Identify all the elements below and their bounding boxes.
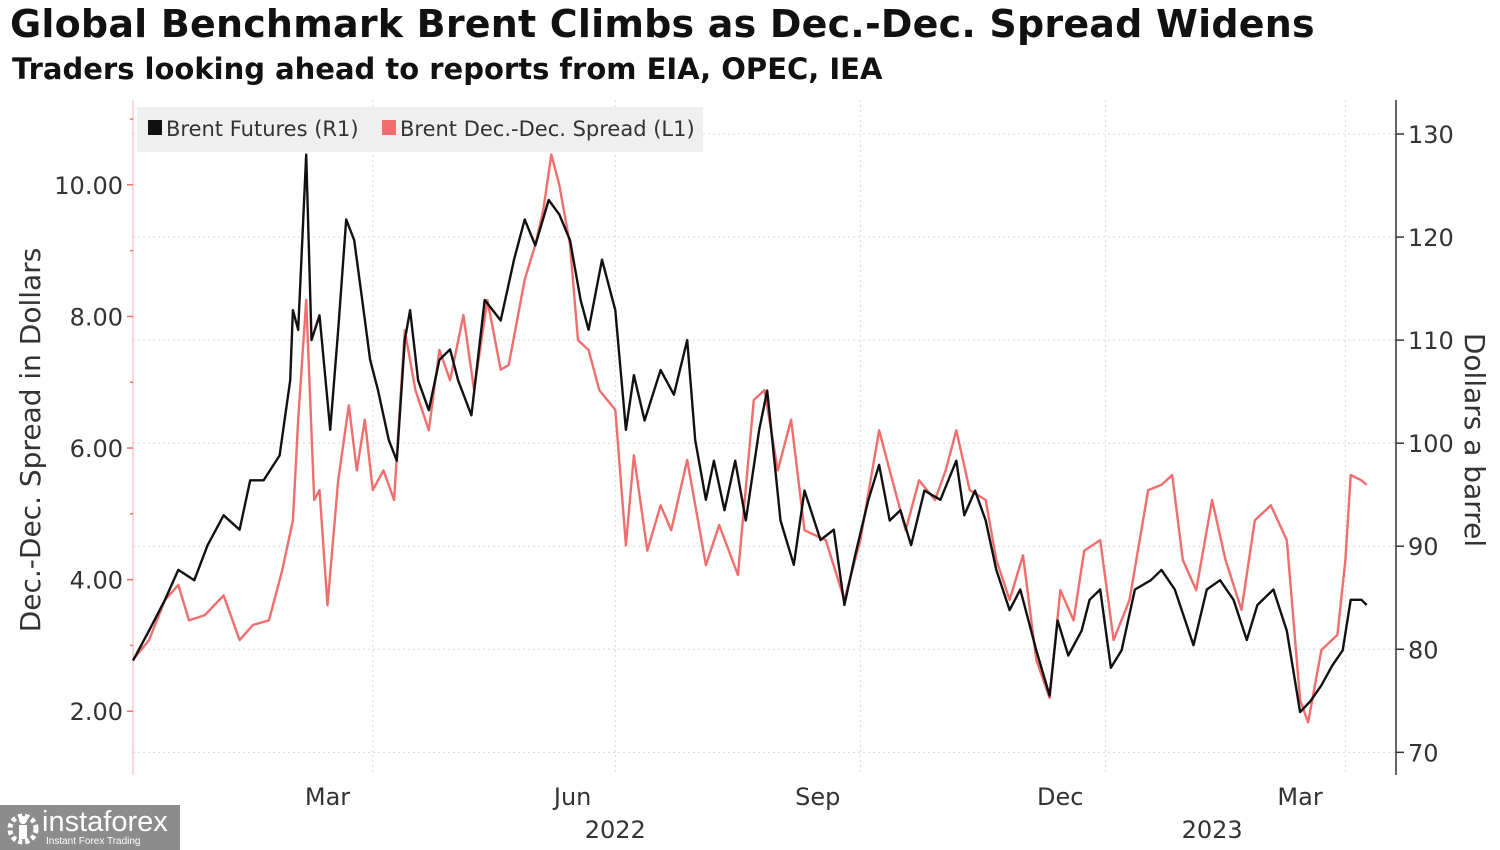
left-axis-tick-label: 6.00 — [70, 435, 123, 463]
left-axis-title: Dec.-Dec. Spread in Dollars — [14, 248, 47, 633]
left-axis-tick-label: 10.00 — [54, 172, 123, 200]
x-axis-tick-label: Jun — [552, 783, 592, 811]
watermark-tagline: Instant Forex Trading — [46, 836, 141, 847]
right-axis-tick-label: 100 — [1408, 430, 1454, 458]
x-axis-tick-label: Dec — [1037, 783, 1083, 811]
right-axis-tick-label: 120 — [1408, 224, 1454, 252]
gridlines — [133, 100, 1396, 775]
right-axis-tick-label: 110 — [1408, 327, 1454, 355]
legend-swatch-brent-futures — [148, 120, 162, 135]
left-axis-tick-label: 2.00 — [70, 698, 123, 726]
right-axis-tick-label: 80 — [1408, 636, 1439, 664]
watermark-name: instaforex — [42, 806, 168, 838]
gear-person-logo-icon — [7, 813, 39, 845]
legend: Brent Futures (R1) Brent Dec.-Dec. Sprea… — [137, 107, 703, 152]
legend-label-brent-futures: Brent Futures (R1) — [166, 117, 359, 141]
left-axis-tick-label: 8.00 — [70, 303, 123, 331]
right-axis-tick-label: 130 — [1408, 121, 1454, 149]
x-axis-year-label: 2023 — [1182, 816, 1243, 844]
left-axis-tick-label: 4.00 — [70, 567, 123, 595]
right-axis-tick-label: 70 — [1408, 739, 1439, 767]
legend-label-spread: Brent Dec.-Dec. Spread (L1) — [400, 117, 695, 141]
series-line-brent-futures — [131, 153, 1368, 714]
series-lines — [131, 153, 1368, 724]
x-axis-tick-label: Mar — [1277, 783, 1322, 811]
legend-swatch-spread — [382, 120, 396, 135]
x-axis-tick-label: Sep — [795, 783, 840, 811]
right-axis-title: Dollars a barrel — [1458, 333, 1491, 547]
x-axis-year-label: 2022 — [585, 816, 646, 844]
x-axis-tick-label: Mar — [305, 783, 350, 811]
right-axis-tick-label: 90 — [1408, 533, 1439, 561]
instaforex-watermark: instaforex Instant Forex Trading — [0, 805, 180, 850]
legend-background — [137, 107, 703, 152]
chart-subtitle: Traders looking ahead to reports from EI… — [12, 52, 883, 86]
chart-title: Global Benchmark Brent Climbs as Dec.-De… — [10, 2, 1315, 46]
axes: 70 80 90 100 110 120 130 2.00 4.00 6.00 8.00 10.00 M… — [54, 100, 1454, 844]
series-line-spread — [132, 153, 1368, 724]
